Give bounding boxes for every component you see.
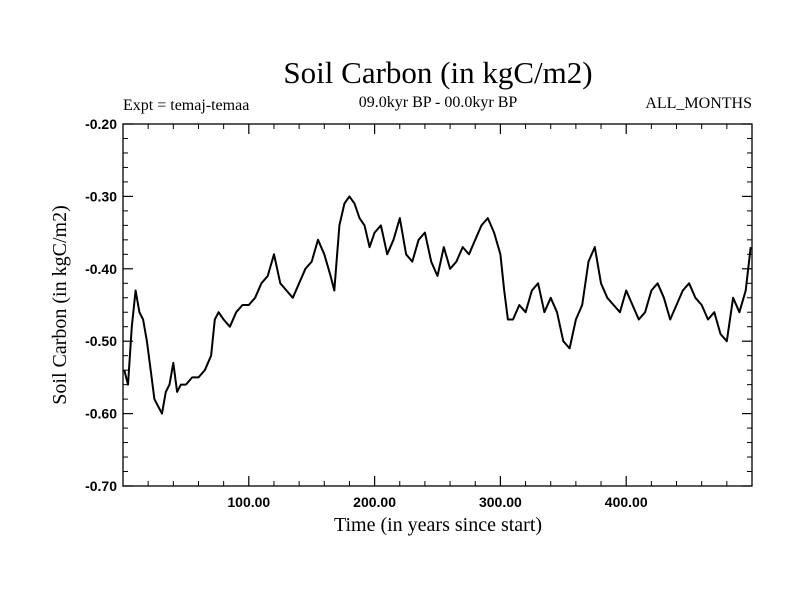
soil-carbon-line	[123, 195, 752, 415]
y-axis: -0.20 -0.30 -0.40 -0.50 -0.60 -0.70	[85, 116, 752, 494]
x-tick-label: 400.00	[605, 494, 648, 510]
plot-area	[122, 123, 753, 487]
x-tick-label: 100.00	[227, 494, 270, 510]
y-tick-label: -0.40	[85, 261, 117, 277]
time-range-label: 09.0kyr BP - 00.0kyr BP	[359, 94, 518, 111]
y-tick-label: -0.70	[85, 478, 117, 494]
chart-title: Soil Carbon (in kgC/m2)	[283, 55, 592, 90]
x-tick-label: 300.00	[479, 494, 522, 510]
x-axis: 100.00 200.00 300.00 400.00	[227, 124, 648, 510]
months-label: ALL_MONTHS	[645, 95, 752, 112]
plot-border	[122, 123, 753, 487]
experiment-label: Expt = temaj-temaa	[123, 97, 249, 114]
y-tick-label: -0.30	[85, 188, 117, 204]
y-axis-label: Soil Carbon (in kgC/m2)	[49, 205, 71, 404]
x-axis-label: Time (in years since start)	[334, 514, 542, 536]
x-tick-label: 200.00	[353, 494, 396, 510]
y-tick-label: -0.50	[85, 333, 117, 349]
y-tick-label: -0.60	[85, 406, 117, 422]
y-tick-label: -0.20	[85, 116, 117, 132]
